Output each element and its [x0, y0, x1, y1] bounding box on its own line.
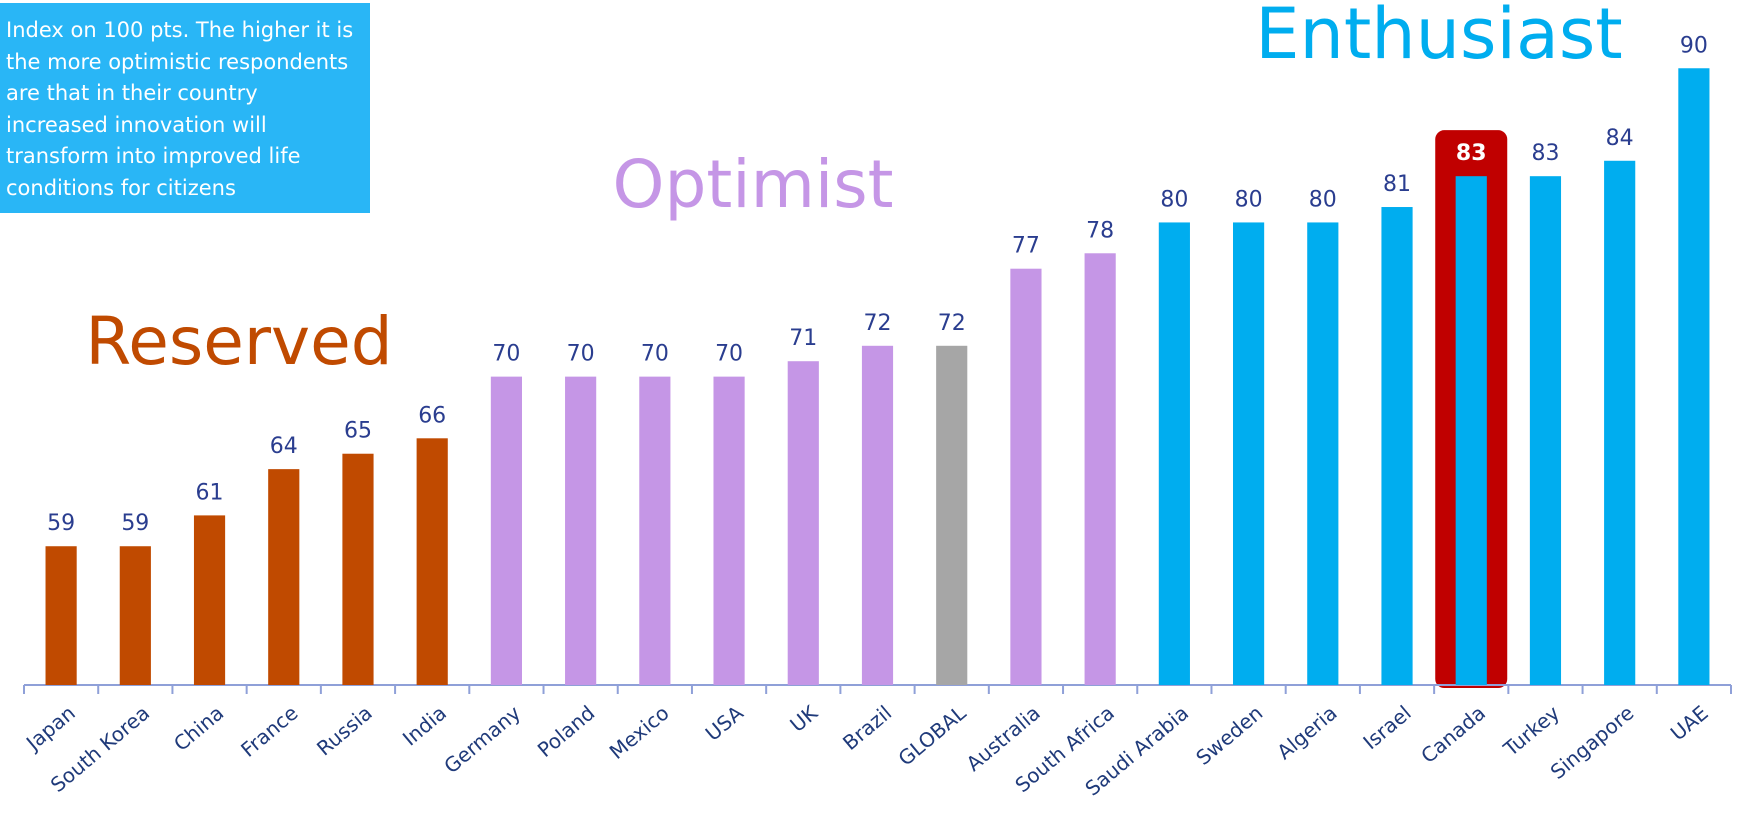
value-label: 83 [1456, 141, 1487, 166]
value-label: 80 [1309, 187, 1337, 212]
x-tick-label: Canada [1416, 701, 1490, 768]
x-tick-label: Israel [1358, 701, 1415, 755]
bar [1084, 253, 1116, 686]
bar [1455, 176, 1487, 686]
x-tick-label: Poland [533, 701, 600, 762]
group-label: Reserved [85, 303, 392, 380]
x-tick-label: GLOBAL [894, 700, 972, 770]
bar [713, 376, 745, 685]
x-tick-label: Japan [20, 701, 80, 757]
value-label: 81 [1383, 172, 1411, 197]
bar [1307, 222, 1339, 685]
x-tick-label: USA [701, 700, 748, 745]
bar [1604, 160, 1636, 685]
value-label: 77 [1012, 234, 1040, 259]
value-label: 78 [1086, 218, 1114, 243]
value-label: 83 [1531, 141, 1559, 166]
value-label: 70 [641, 342, 669, 367]
value-label: 84 [1606, 126, 1634, 151]
group-label: Enthusiast [1255, 0, 1623, 75]
value-label: 70 [567, 342, 595, 367]
bar [119, 546, 151, 685]
value-label: 70 [715, 342, 743, 367]
x-tick-label: India [398, 701, 451, 751]
bar [1381, 207, 1413, 685]
bar [193, 515, 226, 685]
bar [416, 438, 448, 685]
value-label: 66 [418, 403, 446, 428]
x-tick-label: Brazil [838, 701, 896, 755]
bar [1529, 176, 1562, 686]
bar [936, 345, 968, 685]
bar [1233, 222, 1265, 685]
value-label: 65 [344, 419, 372, 444]
value-label: 80 [1235, 187, 1263, 212]
value-label: 64 [270, 434, 298, 459]
bar [268, 469, 300, 685]
value-label: 59 [47, 511, 75, 536]
bar [787, 361, 819, 685]
x-tick-label: France [236, 701, 302, 762]
x-tick-label: China [169, 701, 228, 756]
bar [342, 453, 374, 685]
bar [639, 376, 671, 685]
bar [490, 376, 522, 685]
bar [1158, 222, 1190, 685]
x-tick-label: Germany [439, 701, 525, 779]
x-tick-label: Singapore [1546, 701, 1639, 784]
value-label: 61 [196, 480, 224, 505]
x-tick-label: UAE [1666, 701, 1713, 746]
value-label: 72 [938, 311, 966, 336]
x-tick-label: Russia [312, 701, 377, 761]
x-tick-label: Sweden [1191, 701, 1267, 770]
x-tick-label: Algeria [1272, 701, 1341, 765]
bar [1678, 68, 1710, 686]
value-label: 59 [121, 511, 149, 536]
value-label: 71 [789, 326, 817, 351]
value-label: 80 [1160, 187, 1188, 212]
value-label: 90 [1680, 33, 1708, 58]
bar [1010, 268, 1042, 685]
bar [565, 376, 597, 685]
x-tick-label: UK [785, 700, 822, 737]
bar [45, 546, 77, 685]
value-label: 70 [492, 342, 520, 367]
bar [861, 345, 894, 685]
x-tick-label: Mexico [605, 701, 674, 764]
group-label: Optimist [613, 146, 894, 223]
value-label: 72 [864, 311, 892, 336]
x-tick-label: Turkey [1498, 701, 1564, 762]
note: Index on 100 pts. The higher it is the m… [0, 3, 370, 213]
